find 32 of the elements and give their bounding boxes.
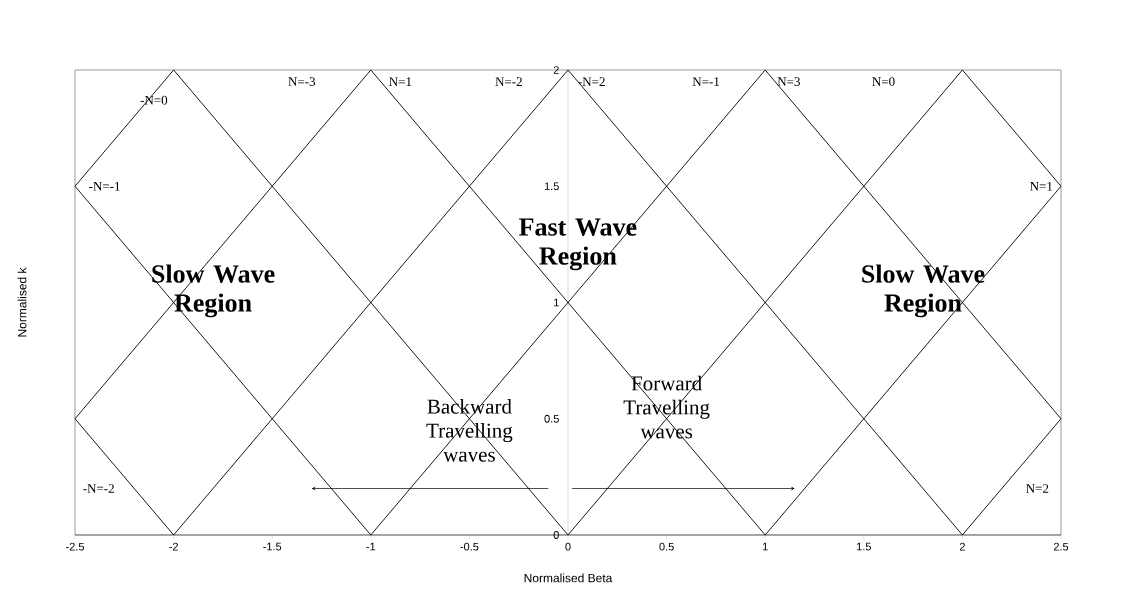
x-tick-label: 1.5 — [856, 542, 871, 551]
y-tick-label: 0 — [553, 531, 559, 539]
y-tick-label: 2 — [553, 66, 559, 74]
annotation: N=2 — [1026, 484, 1049, 493]
annotation: N=3 — [777, 77, 800, 86]
y-tick-label: 0.5 — [544, 414, 559, 423]
x-tick-label: 2 — [959, 542, 965, 551]
annotation: N=-1 — [692, 77, 720, 86]
x-tick-label: -1 — [366, 542, 376, 551]
annotation: N=1 — [1030, 181, 1053, 191]
x-tick-label: -1.5 — [263, 542, 282, 551]
x-tick-label: 0.5 — [659, 542, 674, 551]
x-tick-label: -2.5 — [66, 542, 85, 551]
annotation: -N=-1 — [89, 181, 120, 191]
y-tick-label: 1.5 — [544, 182, 559, 191]
annotation: Slow Wave Region — [862, 264, 985, 318]
annotation: -N=2 — [578, 77, 605, 86]
annotation: Fast Wave Region — [519, 218, 637, 271]
annotation: N=-2 — [495, 77, 522, 86]
x-tick-label: 2.5 — [1053, 542, 1069, 551]
annotation: -N=-2 — [83, 484, 114, 493]
y-axis-title: Normalised k — [17, 267, 27, 337]
x-tick-label: 0 — [565, 542, 571, 551]
annotation: N=1 — [389, 77, 412, 86]
annotation: N=-3 — [288, 77, 316, 86]
annotation: -N=0 — [140, 95, 168, 105]
x-tick-label: -0.5 — [460, 542, 479, 551]
x-axis-title: Normalised Beta — [524, 573, 613, 583]
annotation: N=0 — [872, 77, 895, 86]
x-tick-label: -2 — [169, 542, 178, 551]
y-tick-label: 1 — [554, 298, 559, 307]
x-tick-label: 1 — [762, 542, 768, 551]
